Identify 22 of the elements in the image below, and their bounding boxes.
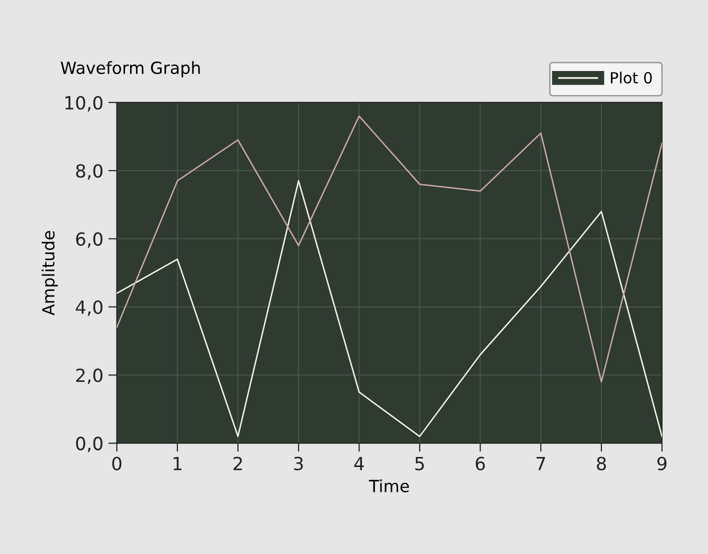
x-tick-label: 5 xyxy=(415,456,424,470)
x-tick-label: 6 xyxy=(476,456,485,470)
line-series xyxy=(116,180,662,438)
y-tick-label: 2,0 xyxy=(76,368,102,384)
line-series xyxy=(116,115,662,383)
chart-title: Waveform Graph xyxy=(60,61,200,78)
y-tick-label: 6,0 xyxy=(76,232,102,248)
x-axis-title: Time xyxy=(368,479,409,492)
y-tick-label: 0,0 xyxy=(76,436,102,452)
x-tick-label: 9 xyxy=(657,456,666,470)
x-tick-label: 2 xyxy=(234,456,242,470)
x-tick-label: 4 xyxy=(354,456,364,470)
legend-label: Plot 0 xyxy=(610,72,652,84)
y-axis-title: Amplitude xyxy=(42,231,58,316)
y-tick-label: 4,0 xyxy=(76,300,102,316)
x-tick-label: 0 xyxy=(112,456,122,470)
x-tick-label: 8 xyxy=(596,456,606,470)
x-tick-label: 1 xyxy=(174,456,182,470)
y-tick-label: 8,0 xyxy=(76,164,102,180)
x-tick-label: 7 xyxy=(536,456,546,470)
x-tick-label: 3 xyxy=(294,456,303,470)
y-tick-label: 10,0 xyxy=(65,96,102,112)
